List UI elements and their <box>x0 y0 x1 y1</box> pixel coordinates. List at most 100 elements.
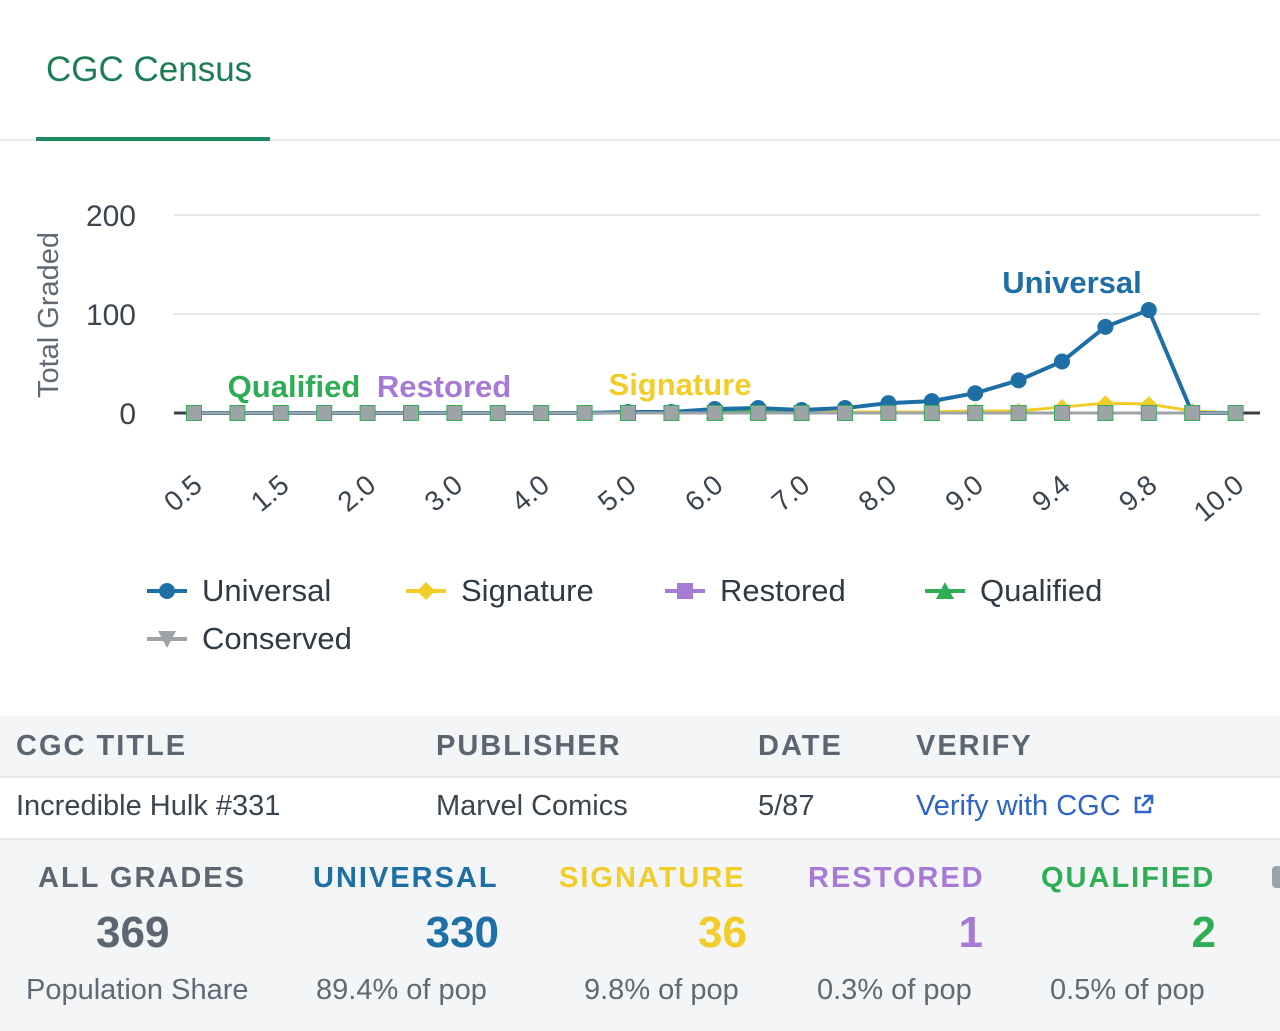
x-tick-label: 4.0 <box>505 469 555 518</box>
series-label-qualified: Qualified <box>228 369 361 404</box>
data-point-conserved <box>838 406 852 420</box>
data-point-conserved <box>664 406 679 420</box>
x-tick-label: 9.8 <box>1113 469 1163 518</box>
tab-bar: CGC Census <box>0 0 1280 141</box>
data-point-conserved <box>1011 406 1026 420</box>
data-point-conserved <box>360 406 375 420</box>
data-point-conserved <box>924 406 939 420</box>
verify-link-label: Verify with CGC <box>916 790 1121 822</box>
x-tick-label: 10.0 <box>1188 469 1250 528</box>
data-point-conserved <box>968 406 983 420</box>
x-tick-label: 0.5 <box>158 469 208 518</box>
stat-label-all-grades: ALL GRADES <box>38 862 246 894</box>
col-header-verify: VERIFY <box>916 730 1033 762</box>
data-point-conserved <box>707 406 722 420</box>
data-point-conserved <box>1098 406 1113 420</box>
active-tab-indicator <box>36 137 270 141</box>
diamond-marker-icon <box>406 582 446 600</box>
legend-item-universal[interactable]: Universal <box>146 568 331 614</box>
series-label-universal: Universal <box>1002 265 1142 300</box>
stat-value-qualified: 2 <box>1191 908 1216 957</box>
publish-date: 5/87 <box>758 790 815 822</box>
legend-item-restored[interactable]: Restored <box>664 568 846 614</box>
table-row: Incredible Hulk #331 Marvel Comics 5/87 … <box>0 778 1280 840</box>
col-header-publisher: PUBLISHER <box>436 730 622 762</box>
info-table-header: CGC TITLE PUBLISHER DATE VERIFY <box>0 716 1280 778</box>
col-header-title: CGC TITLE <box>16 730 188 762</box>
legend-label: Conserved <box>202 621 352 656</box>
x-tick-label: 9.0 <box>939 469 989 518</box>
data-point-conserved <box>317 406 332 420</box>
square-marker-icon <box>665 583 705 599</box>
data-point-conserved <box>577 406 592 420</box>
overflow-stat-label-fragment <box>1272 866 1280 888</box>
data-point-conserved <box>273 406 288 420</box>
stat-value-all-grades: 369 <box>96 908 170 957</box>
legend-item-conserved[interactable]: Conserved <box>146 616 352 662</box>
legend-label: Universal <box>202 573 332 608</box>
stat-sub-signature: 9.8% of pop <box>584 974 739 1006</box>
tab-label: CGC Census <box>46 50 253 89</box>
x-tick-label: 6.0 <box>679 469 729 518</box>
data-point-conserved <box>794 406 809 420</box>
legend-label: Qualified <box>980 573 1103 608</box>
x-tick-label: 5.0 <box>592 469 642 518</box>
census-line-chart: 0 100 200 Total Graded 0.5 1.5 2.0 3.0 4.0 5.0 6.0… <box>33 200 1260 528</box>
stat-sub-restored: 0.3% of pop <box>817 974 972 1006</box>
stat-label-qualified: QUALIFIED <box>1041 862 1216 894</box>
col-header-date: DATE <box>758 730 843 762</box>
x-tick-label: 7.0 <box>766 469 816 518</box>
data-point-universal <box>1097 318 1114 335</box>
x-tick-label: 3.0 <box>419 469 469 518</box>
legend-label: Restored <box>720 573 846 608</box>
legend-label: Signature <box>461 573 594 608</box>
data-point-conserved <box>1228 406 1243 420</box>
publisher-name: Marvel Comics <box>436 790 628 822</box>
stat-sub-qualified: 0.5% of pop <box>1050 974 1205 1006</box>
data-point-conserved <box>621 406 635 420</box>
data-point-conserved <box>1141 406 1156 420</box>
external-link-icon <box>1131 792 1155 825</box>
triangle-down-marker-icon <box>147 631 187 648</box>
stat-value-signature: 36 <box>698 908 747 957</box>
circle-marker-icon <box>147 583 187 599</box>
data-point-conserved <box>751 406 766 420</box>
comic-title: Incredible Hulk #331 <box>16 790 281 822</box>
data-point-conserved <box>187 406 201 420</box>
series-label-signature: Signature <box>609 367 752 402</box>
legend-item-qualified[interactable]: Qualified <box>924 568 1102 614</box>
stat-sub-all-grades: Population Share <box>26 974 249 1006</box>
series-label-restored: Restored <box>377 369 511 404</box>
data-point-universal <box>1054 353 1070 370</box>
data-point-conserved <box>1185 406 1200 420</box>
stat-value-restored: 1 <box>958 908 983 957</box>
x-tick-label: 9.4 <box>1026 469 1076 518</box>
data-point-conserved <box>230 406 245 420</box>
stat-value-universal: 330 <box>425 908 499 957</box>
population-stats: ALL GRADES 369 Population Share UNIVERSA… <box>0 840 1280 1031</box>
triangle-marker-icon <box>925 582 965 599</box>
data-point-conserved <box>1055 406 1069 420</box>
data-point-universal <box>967 385 984 402</box>
data-point-universal <box>1140 302 1157 319</box>
y-axis-title: Total Graded <box>33 232 65 398</box>
stat-sub-universal: 89.4% of pop <box>316 974 487 1006</box>
stat-label-restored: RESTORED <box>808 862 985 894</box>
x-tick-label: 8.0 <box>853 469 903 518</box>
stat-label-universal: UNIVERSAL <box>313 862 499 894</box>
x-tick-label: 1.5 <box>245 469 295 518</box>
legend-item-signature[interactable]: Signature <box>405 568 594 614</box>
y-tick-label: 200 <box>86 200 136 233</box>
data-point-conserved <box>447 406 462 420</box>
data-point-conserved <box>534 406 549 420</box>
verify-with-cgc-link[interactable]: Verify with CGC <box>916 790 1155 825</box>
data-point-universal <box>1010 372 1027 389</box>
y-tick-label: 0 <box>119 398 136 431</box>
stat-label-signature: SIGNATURE <box>559 862 746 894</box>
tab-cgc-census[interactable]: CGC Census <box>36 46 270 141</box>
data-point-conserved <box>490 406 505 420</box>
data-point-conserved <box>881 406 896 420</box>
data-point-conserved <box>404 406 418 420</box>
y-tick-label: 100 <box>86 299 136 332</box>
x-tick-label: 2.0 <box>332 469 382 518</box>
